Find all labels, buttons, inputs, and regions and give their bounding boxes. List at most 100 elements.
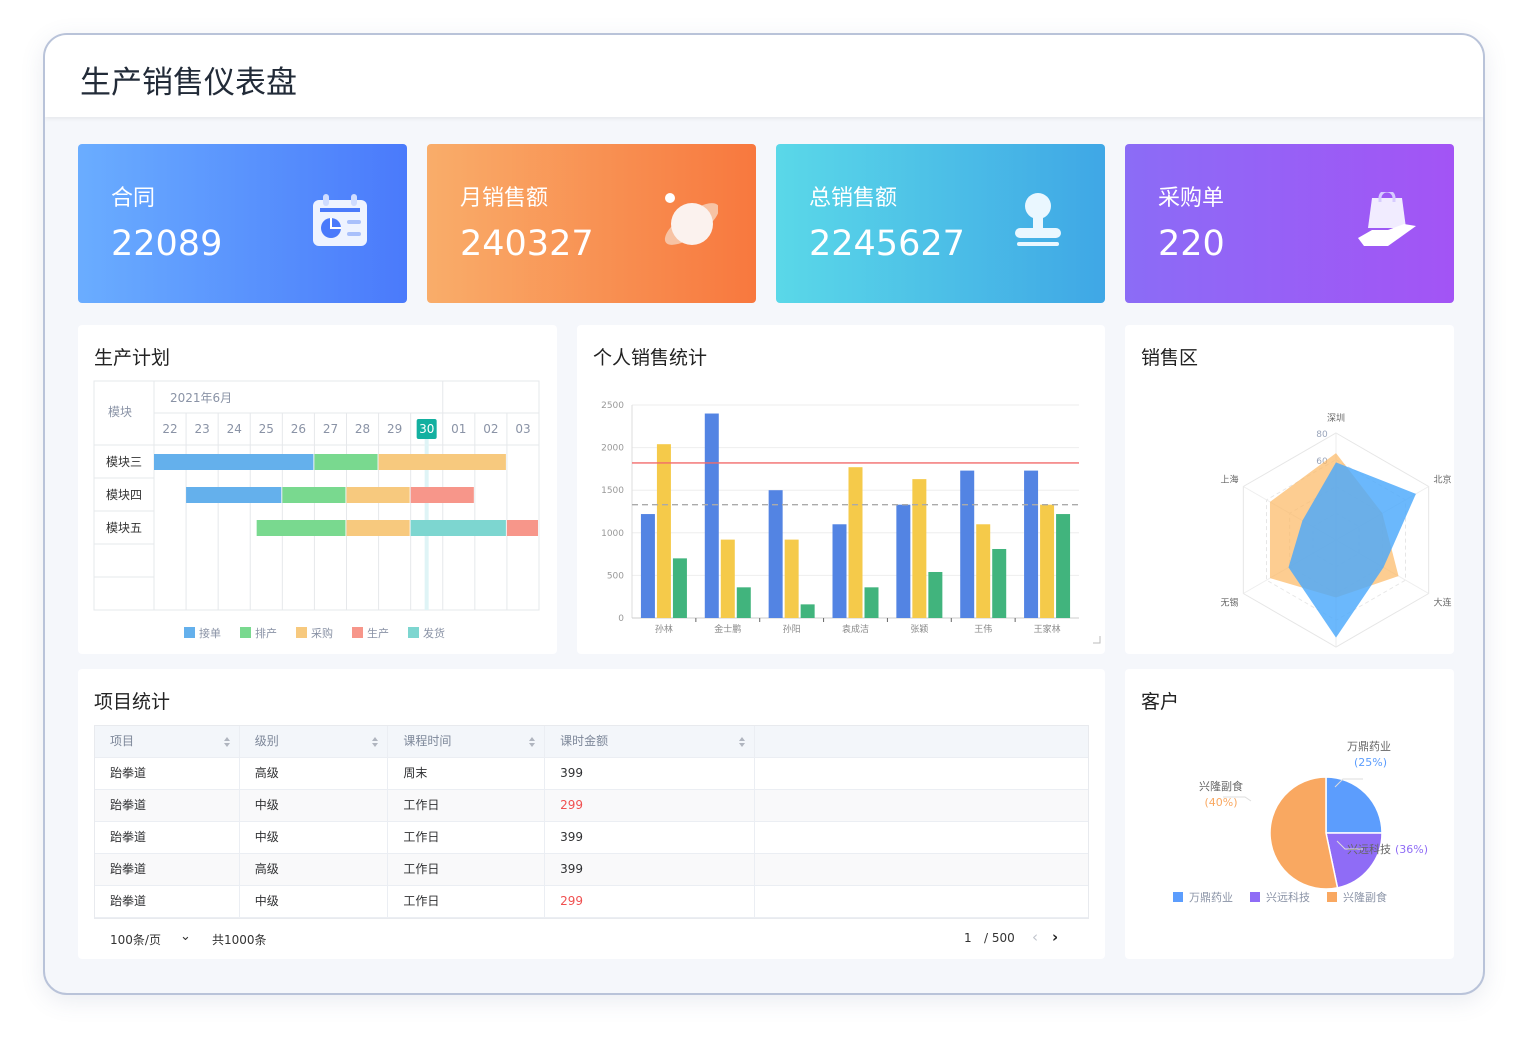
- table-row[interactable]: 跆拳道 高级 周末 399: [95, 758, 1088, 790]
- planet-icon: [664, 193, 718, 245]
- gantt-bar-采购: [346, 520, 410, 536]
- bar-chart: 0 500 1000 1500 2000 2500 孙林 金士鹏 孙阳 袁成洁 张颖 王伟 王家林: [601, 401, 1101, 644]
- table-title: 项目统计: [94, 691, 171, 713]
- pie-label-line: [1336, 840, 1363, 850]
- pie-label-line: [1334, 778, 1363, 788]
- legend-swatch: [1173, 892, 1183, 902]
- sort-icon[interactable]: [738, 736, 746, 748]
- gantt-bar-排产: [314, 454, 378, 470]
- y-tick-label: 2000: [601, 444, 624, 454]
- radar-indicator-label: 上海: [1220, 474, 1238, 486]
- x-tick-label: 王伟: [974, 623, 992, 635]
- bar: [864, 587, 879, 618]
- column-header-empty: [755, 726, 1088, 757]
- bar: [848, 467, 863, 618]
- legend-swatch: [240, 627, 251, 638]
- radar-tick-label: 80: [1316, 430, 1328, 440]
- bar: [720, 539, 735, 618]
- page-input[interactable]: 1: [964, 931, 972, 945]
- legend-label: 万鼎药业: [1189, 891, 1233, 904]
- bar: [912, 479, 927, 618]
- legend-swatch: [352, 627, 363, 638]
- radar-title: 销售区: [1141, 347, 1199, 369]
- table-cell: 中级: [240, 822, 389, 853]
- bar: [656, 444, 671, 618]
- table-cell: 跆拳道: [95, 790, 240, 821]
- day-label: 22: [162, 422, 177, 436]
- shopping-bag-hand-icon: [1358, 192, 1416, 246]
- legend-label: 采购: [311, 626, 333, 640]
- column-header[interactable]: 课时金额: [545, 726, 755, 757]
- sales-bar-panel: 个人销售统计 0 500 1000 1500 2000 2500 孙林 金士鹏 孙阳 袁成洁 张颖 王…: [577, 325, 1105, 654]
- legend-swatch: [408, 627, 419, 638]
- stat-label: 总销售额: [809, 186, 898, 211]
- table-cell-empty: [755, 822, 1088, 853]
- sort-icon[interactable]: [528, 736, 536, 748]
- gantt-bar-生产: [410, 487, 474, 503]
- bar: [896, 504, 911, 618]
- x-tick-label: 孙林: [655, 623, 673, 635]
- stat-card-3[interactable]: 总销售额 2245627: [776, 144, 1105, 303]
- bar: [672, 558, 687, 618]
- month-label: 2021年6月: [170, 391, 232, 405]
- page-size-select[interactable]: 100条/页: [110, 933, 161, 947]
- table-row[interactable]: 跆拳道 高级 工作日 399: [95, 854, 1088, 886]
- table-row[interactable]: 跆拳道 中级 工作日 299: [95, 790, 1088, 822]
- pie-title: 客户: [1141, 691, 1180, 713]
- legend-label: 兴远科技: [1266, 890, 1310, 904]
- table-row[interactable]: 跆拳道 中级 工作日 299: [95, 886, 1088, 918]
- bar: [640, 514, 655, 618]
- stat-value: 22089: [111, 224, 223, 264]
- prev-page-icon[interactable]: ‹: [1032, 928, 1038, 946]
- legend-swatch: [1327, 892, 1337, 902]
- stat-label: 采购单: [1158, 186, 1225, 211]
- legend-swatch: [1250, 892, 1260, 902]
- next-page-icon[interactable]: ›: [1052, 928, 1059, 946]
- x-tick-label: 金士鹏: [714, 623, 741, 635]
- stat-card-1[interactable]: 合同 22089: [78, 144, 407, 303]
- day-label: 01: [451, 422, 466, 436]
- day-label: 23: [194, 422, 209, 436]
- table-panel: 项目统计 项目 级别 课程时间 课时金额 跆拳道 高级 周末 399 跆拳道 中级 工作日 299 跆拳…: [78, 669, 1105, 959]
- gantt-chart: 22 23 24 25 26 27 28 29 30 01 02 03 模块 2021年6月模块三模块四模…: [93, 380, 540, 640]
- gantt-border: [93, 380, 540, 611]
- customer-panel: 客户 万鼎药业 (25%) 兴远科技 (36%) 兴隆副食 (40%) 万鼎药业 兴远科技 兴隆…: [1125, 669, 1454, 959]
- legend-swatch: [184, 627, 195, 638]
- stat-card-2[interactable]: 月销售额 240327: [427, 144, 756, 303]
- module-name: 模块三: [106, 455, 142, 469]
- table-cell: 跆拳道: [95, 886, 240, 917]
- resize-handle-icon: [1093, 636, 1101, 644]
- radar-indicator-label: 深圳: [1327, 413, 1345, 424]
- table-cell: 299: [545, 886, 755, 917]
- legend-label: 接单: [199, 627, 221, 640]
- pie-percent: (25%): [1354, 756, 1387, 769]
- pie-label: 兴隆副食: [1199, 779, 1243, 793]
- stat-value: 2245627: [809, 224, 965, 264]
- pie-slice: [1325, 832, 1383, 889]
- column-header[interactable]: 级别: [240, 726, 389, 757]
- sort-icon[interactable]: [371, 736, 379, 748]
- day-label: 27: [323, 422, 338, 436]
- column-header[interactable]: 课程时间: [388, 726, 546, 757]
- column-label: 级别: [254, 734, 279, 748]
- gantt-bar-排产: [256, 520, 346, 536]
- day-label: 29: [387, 422, 402, 436]
- table-cell: 跆拳道: [95, 854, 240, 885]
- column-header[interactable]: 项目: [95, 726, 240, 757]
- sort-icon[interactable]: [223, 736, 231, 748]
- gantt-bar-排产: [282, 487, 346, 503]
- bar: [1056, 514, 1071, 618]
- table-cell: 周末: [388, 758, 546, 789]
- stat-card-4[interactable]: 采购单 220: [1125, 144, 1454, 303]
- day-label: 30: [419, 422, 434, 436]
- pie-slice: [1325, 776, 1383, 834]
- day-label: 02: [483, 422, 498, 436]
- bar: [800, 604, 815, 618]
- y-tick-label: 1500: [601, 486, 624, 496]
- chevron-down-icon[interactable]: ⌄: [180, 929, 191, 944]
- table-cell: 399: [545, 854, 755, 885]
- table-row[interactable]: 跆拳道 中级 工作日 399: [95, 822, 1088, 854]
- legend-label: 排产: [255, 626, 277, 640]
- stat-value: 220: [1158, 224, 1225, 264]
- radar-series-area: [1288, 462, 1416, 638]
